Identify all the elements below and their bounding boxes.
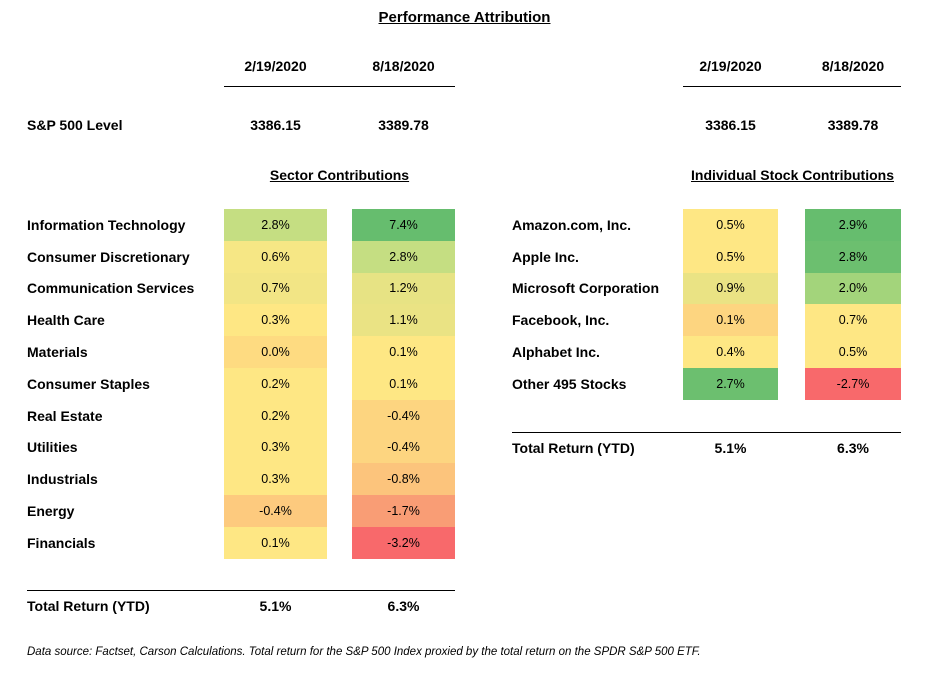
sector-cell-date1: 0.2% [224, 368, 327, 400]
stock-cell-date2: 2.0% [805, 272, 901, 305]
sector-row-label: Communication Services [27, 280, 195, 297]
sector-row-label: Energy [27, 503, 75, 520]
stock-row-label: Microsoft Corporation [512, 280, 659, 297]
stock-total-label: Total Return (YTD) [512, 440, 635, 456]
sector-cell-date1: 0.7% [224, 272, 327, 305]
page-title: Performance Attribution [378, 9, 551, 26]
sector-cell-date1: 0.1% [224, 527, 327, 559]
left-date-1-header: 2/19/2020 [244, 58, 307, 74]
stock-contributions-title: Individual Stock Contributions [691, 167, 894, 183]
stock-cell-date1: 0.5% [683, 209, 778, 241]
sector-cell-date2: 0.1% [352, 368, 455, 400]
stock-cell-date2: 2.8% [805, 240, 901, 273]
sector-cell-date1: 0.6% [224, 240, 327, 273]
sector-cell-date2: -1.7% [352, 495, 455, 527]
sp500-right-value-1: 3386.15 [705, 117, 756, 133]
stock-cell-date1: 0.4% [683, 336, 778, 368]
sector-row-label: Utilities [27, 439, 78, 456]
sector-row-label: Health Care [27, 312, 105, 329]
stock-cell-date1: 0.1% [683, 304, 778, 337]
right-header-divider [683, 86, 901, 87]
sector-cell-date1: -0.4% [224, 495, 327, 527]
right-date-1-header: 2/19/2020 [699, 58, 762, 74]
sp500-level-label: S&P 500 Level [27, 117, 123, 133]
footnote: Data source: Factset, Carson Calculation… [27, 646, 701, 658]
left-header-divider [224, 86, 455, 87]
sp500-right-value-2: 3389.78 [827, 117, 879, 133]
sector-cell-date1: 2.8% [224, 209, 327, 241]
sector-contributions-title: Sector Contributions [269, 167, 410, 183]
sector-total-value-2: 6.3% [387, 598, 420, 614]
sector-row-label: Financials [27, 534, 96, 551]
sector-cell-date1: 0.0% [224, 336, 327, 368]
sector-cell-date2: 1.2% [352, 272, 455, 305]
sector-row-label: Consumer Staples [27, 375, 150, 392]
stock-row-label: Other 495 Stocks [512, 375, 627, 392]
sector-row-label: Real Estate [27, 407, 103, 424]
sector-cell-date1: 0.3% [224, 431, 327, 464]
sector-cell-date2: 7.4% [352, 209, 455, 241]
sp500-left-value-2: 3389.78 [378, 117, 429, 133]
sector-cell-date1: 0.3% [224, 304, 327, 337]
stock-row-label: Alphabet Inc. [512, 344, 600, 361]
sector-cell-date2: 2.8% [352, 240, 455, 273]
stock-cell-date1: 0.9% [683, 272, 778, 305]
stock-cell-date2: 2.9% [805, 209, 901, 241]
stock-cell-date2: 0.7% [805, 304, 901, 337]
stock-total-divider [512, 432, 901, 433]
sector-total-divider [27, 590, 455, 591]
sector-cell-date1: 0.2% [224, 399, 327, 432]
stock-cell-date1: 0.5% [683, 240, 778, 273]
sector-cell-date2: -0.4% [352, 431, 455, 464]
sector-row-label: Consumer Discretionary [27, 248, 190, 265]
sector-cell-date2: 1.1% [352, 304, 455, 337]
stock-total-value-1: 5.1% [714, 440, 747, 456]
sector-cell-date2: -3.2% [352, 527, 455, 559]
sector-row-label: Industrials [27, 471, 98, 488]
sector-cell-date2: 0.1% [352, 336, 455, 368]
stock-cell-date2: 0.5% [805, 336, 901, 368]
stock-row-label: Apple Inc. [512, 248, 579, 265]
right-date-2-header: 8/18/2020 [821, 58, 885, 74]
sector-cell-date1: 0.3% [224, 463, 327, 496]
left-date-2-header: 8/18/2020 [372, 58, 435, 74]
sector-total-label: Total Return (YTD) [27, 598, 150, 614]
stock-total-value-2: 6.3% [837, 440, 869, 456]
sector-total-value-1: 5.1% [259, 598, 292, 614]
sp500-left-value-1: 3386.15 [250, 117, 301, 133]
stock-cell-date2: -2.7% [805, 368, 901, 400]
stock-row-label: Amazon.com, Inc. [512, 216, 632, 233]
stock-row-label: Facebook, Inc. [512, 312, 610, 329]
sector-cell-date2: -0.4% [352, 399, 455, 432]
stock-cell-date1: 2.7% [683, 368, 778, 400]
sector-row-label: Materials [27, 344, 88, 361]
sector-row-label: Information Technology [27, 216, 186, 233]
sector-cell-date2: -0.8% [352, 463, 455, 496]
